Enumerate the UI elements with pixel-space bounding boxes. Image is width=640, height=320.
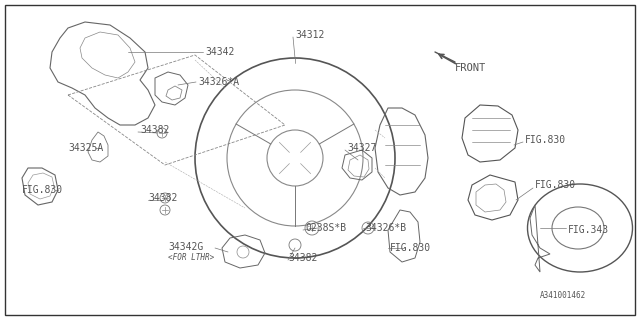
Text: 34342G: 34342G (168, 242, 204, 252)
Text: 34382: 34382 (288, 253, 317, 263)
Text: FIG.830: FIG.830 (535, 180, 576, 190)
Text: 34325A: 34325A (68, 143, 103, 153)
Text: FIG.830: FIG.830 (525, 135, 566, 145)
Text: FIG.830: FIG.830 (22, 185, 63, 195)
Text: 34326*B: 34326*B (365, 223, 406, 233)
Text: 34327: 34327 (347, 143, 376, 153)
Text: A341001462: A341001462 (540, 291, 586, 300)
Text: FRONT: FRONT (455, 63, 486, 73)
Text: 34382: 34382 (140, 125, 170, 135)
Text: 0238S*B: 0238S*B (305, 223, 346, 233)
Text: <FOR LTHR>: <FOR LTHR> (168, 253, 214, 262)
Text: 34326*A: 34326*A (198, 77, 239, 87)
Text: 34312: 34312 (295, 30, 324, 40)
Text: FIG.830: FIG.830 (390, 243, 431, 253)
Text: FIG.343: FIG.343 (568, 225, 609, 235)
Text: 34342: 34342 (205, 47, 234, 57)
Text: 34382: 34382 (148, 193, 177, 203)
